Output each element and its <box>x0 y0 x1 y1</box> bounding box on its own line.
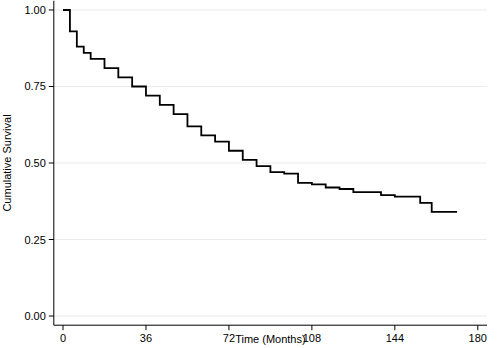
y-tick-label: 0.75 <box>24 80 45 92</box>
grid-line <box>54 86 487 87</box>
y-tick <box>49 86 54 87</box>
x-tick-label: 180 <box>469 332 487 344</box>
grid-line <box>54 9 487 10</box>
x-tick <box>311 325 312 330</box>
x-tick <box>145 325 146 330</box>
x-axis <box>54 325 487 326</box>
y-tick <box>49 316 54 317</box>
x-tick <box>63 325 64 330</box>
x-axis-label: Time (Months) <box>235 333 306 345</box>
x-tick <box>477 325 478 330</box>
y-tick-label: 0.25 <box>24 234 45 246</box>
chart: 0.000.250.500.751.0003672108144180Time (… <box>0 0 500 348</box>
grid-line <box>54 239 487 240</box>
y-tick-label: 0.50 <box>24 157 45 169</box>
grid-line <box>54 163 487 164</box>
y-tick <box>49 9 54 10</box>
y-tick <box>49 239 54 240</box>
x-tick-label: 72 <box>223 332 235 344</box>
x-tick-label: 0 <box>60 332 66 344</box>
y-axis-label: Cumulative Survival <box>1 114 13 211</box>
x-tick-label: 36 <box>140 332 152 344</box>
y-tick-label: 0.00 <box>24 310 45 322</box>
plot-area <box>63 10 457 212</box>
survival-curve <box>63 10 457 212</box>
grid-line <box>54 316 487 317</box>
x-tick <box>394 325 395 330</box>
y-tick-label: 1.00 <box>24 4 45 16</box>
x-tick-label: 144 <box>386 332 404 344</box>
x-tick <box>228 325 229 330</box>
y-tick <box>49 163 54 164</box>
y-axis <box>53 1 54 325</box>
